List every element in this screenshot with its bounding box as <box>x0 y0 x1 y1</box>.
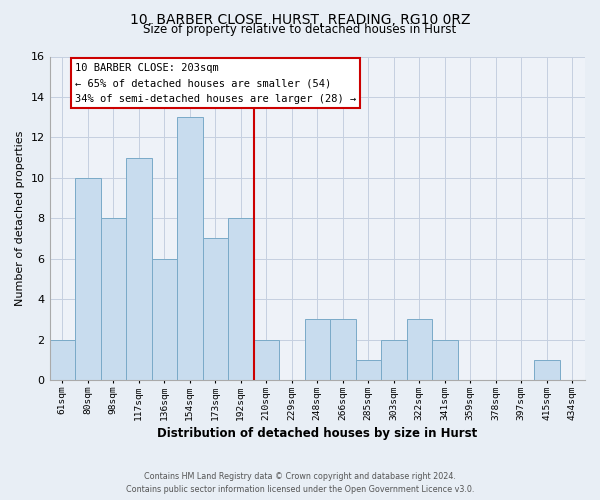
Bar <box>101 218 126 380</box>
Bar <box>254 340 279 380</box>
Bar <box>50 340 75 380</box>
Bar <box>534 360 560 380</box>
Text: Contains HM Land Registry data © Crown copyright and database right 2024.
Contai: Contains HM Land Registry data © Crown c… <box>126 472 474 494</box>
Bar <box>330 320 356 380</box>
Bar <box>305 320 330 380</box>
Bar <box>75 178 101 380</box>
Bar <box>177 117 203 380</box>
Bar <box>152 258 177 380</box>
Bar <box>432 340 458 380</box>
Bar <box>126 158 152 380</box>
Bar <box>228 218 254 380</box>
Bar <box>356 360 381 380</box>
Text: Size of property relative to detached houses in Hurst: Size of property relative to detached ho… <box>143 22 457 36</box>
Y-axis label: Number of detached properties: Number of detached properties <box>15 130 25 306</box>
Text: 10, BARBER CLOSE, HURST, READING, RG10 0RZ: 10, BARBER CLOSE, HURST, READING, RG10 0… <box>130 12 470 26</box>
Bar <box>381 340 407 380</box>
X-axis label: Distribution of detached houses by size in Hurst: Distribution of detached houses by size … <box>157 427 478 440</box>
Bar <box>203 238 228 380</box>
Text: 10 BARBER CLOSE: 203sqm
← 65% of detached houses are smaller (54)
34% of semi-de: 10 BARBER CLOSE: 203sqm ← 65% of detache… <box>75 62 356 104</box>
Bar <box>407 320 432 380</box>
